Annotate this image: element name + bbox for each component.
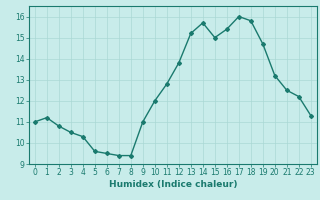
X-axis label: Humidex (Indice chaleur): Humidex (Indice chaleur) — [108, 180, 237, 189]
